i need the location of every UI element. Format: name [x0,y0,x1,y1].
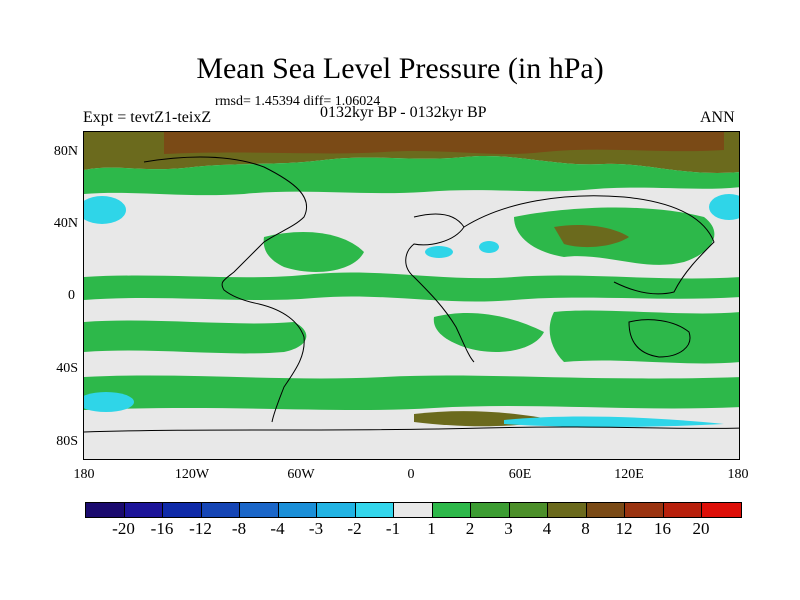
map-title: Mean Sea Level Pressure (in hPa) [196,52,604,85]
colorbar-label: -3 [308,519,324,538]
antarctic-grey [84,419,739,459]
colorbar [85,502,742,518]
north-pacific-cyan-east [709,194,739,220]
colorbar-box [355,503,394,517]
lon-tick-180-east: 180 [727,467,749,482]
north-atlantic-green [263,232,364,272]
colorbar-box [663,503,702,517]
south-pacific-green [84,320,307,354]
pressure-map [84,132,739,459]
lat-tick-40n: 40N [53,216,78,231]
colorbar-box [201,503,240,517]
colorbar-label: 3 [504,519,513,538]
colorbar-box [509,503,548,517]
australia-coast [628,319,691,358]
colorbar-box [702,503,741,517]
colorbar-box [163,503,202,517]
colorbar-box [278,503,317,517]
colorbar-label: -8 [231,519,247,538]
lon-tick-60e: 60E [508,467,532,482]
colorbar-label: 8 [581,519,590,538]
colorbar-label: -4 [270,519,285,538]
lon-tick-180-west: 180 [73,467,95,482]
colorbar-label: -1 [385,519,401,538]
indian-ocean-green [549,310,739,364]
lon-tick-60w: 60W [287,467,315,482]
colorbar-label: 12 [615,519,633,538]
lon-tick-120e: 120E [614,467,644,482]
colorbar-box [548,503,587,517]
lat-tick-40s: 40S [56,361,78,376]
colorbar-label: 16 [654,519,671,538]
rmsd-diff-stats: rmsd= 1.45394 diff= 1.06024 [215,94,381,109]
colorbar-box [471,503,510,517]
europe-africa-coast [405,213,475,363]
colorbar-label: -16 [150,519,174,538]
coastlines [84,156,739,433]
arabia-cyan [479,241,499,253]
colorbar-label: 4 [542,519,552,538]
colorbar-label: 20 [692,519,710,538]
lon-tick-120w: 120W [174,467,210,482]
colorbar-label: 2 [465,519,475,538]
south-atlantic-green [433,312,544,352]
subarctic-green-band [84,155,739,196]
colorbar-box [317,503,356,517]
colorbar-label: 1 [427,519,436,538]
colorbar-box [240,503,279,517]
colorbar-label: -12 [189,519,212,538]
north-atlantic-cyan [425,246,453,258]
lat-tick-80s: 80S [56,434,78,449]
north-pacific-cyan-west [84,196,126,224]
lon-tick-0: 0 [407,467,415,482]
asia-coast [463,195,715,295]
season-label: ANN [700,109,735,126]
arctic-brown-core [164,132,724,154]
southern-ocean-green [84,375,739,410]
colorbar-box [432,503,471,517]
lat-tick-0: 0 [68,288,75,303]
experiment-label: Expt = tevtZ1-teixZ [83,109,212,126]
colorbar-box [586,503,625,517]
colorbar-box [124,503,163,517]
colorbar-label: -20 [112,519,135,538]
south-america-coast [258,303,305,423]
colorbar-box [625,503,664,517]
tropical-green-north [84,272,739,302]
asia-olive [554,225,629,248]
colorbar-box [86,503,125,517]
south-pacific-cyan [84,392,134,412]
period-label: 0132kyr BP - 0132kyr BP [320,104,487,121]
north-america-coast [143,156,307,305]
colorbar-box [394,503,433,517]
antarctic-coast-cyan [504,416,724,427]
colorbar-label: -2 [347,519,362,538]
map-panel [83,131,740,460]
lat-tick-80n: 80N [53,144,78,159]
antarctica-coast [84,426,739,433]
